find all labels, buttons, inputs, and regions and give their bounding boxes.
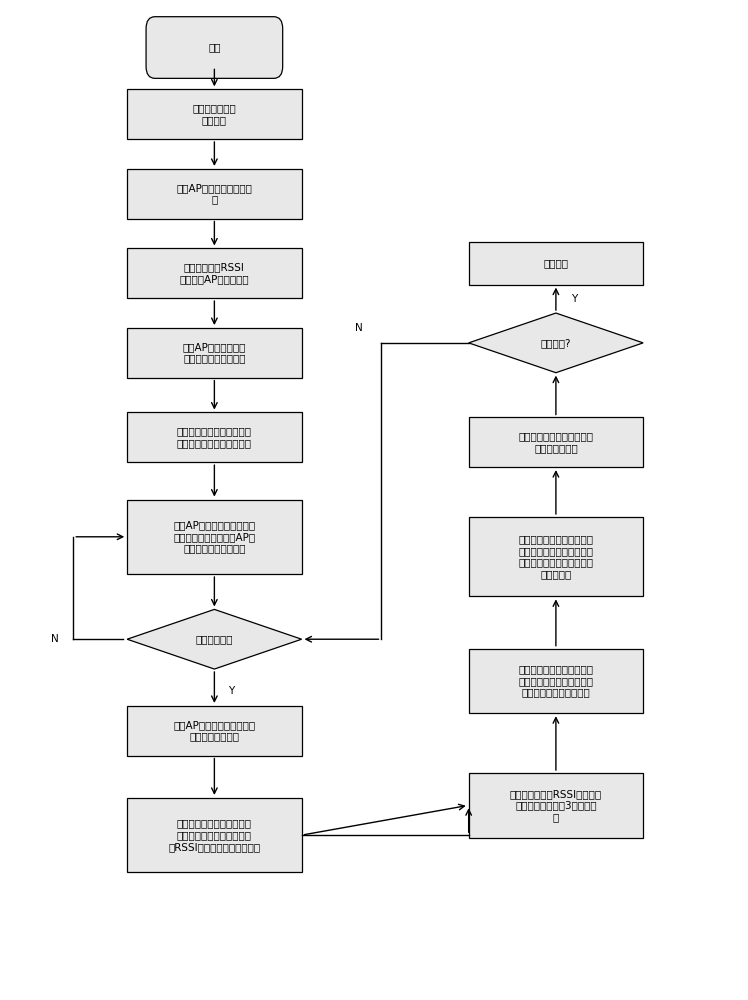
Text: 基准节点选取RSSI
最大无线AP组成局域簇: 基准节点选取RSSI 最大无线AP组成局域簇 <box>180 262 249 284</box>
Text: 危险报警: 危险报警 <box>543 258 568 268</box>
FancyBboxPatch shape <box>127 706 301 756</box>
Text: N: N <box>355 323 363 333</box>
Text: 无线AP安装向周围发送广
播: 无线AP安装向周围发送广 播 <box>177 183 252 205</box>
FancyBboxPatch shape <box>127 328 301 378</box>
FancyBboxPatch shape <box>469 517 643 596</box>
Text: 监测控制台根据计算数据定
位移动节点坐标: 监测控制台根据计算数据定 位移动节点坐标 <box>518 432 593 453</box>
FancyBboxPatch shape <box>469 649 643 713</box>
Text: 无线AP发送唤醒广播，基准
节点进入工作模型: 无线AP发送唤醒广播，基准 节点进入工作模型 <box>174 720 255 742</box>
FancyBboxPatch shape <box>127 248 301 298</box>
Text: 站控层服务器结合初始输入
节点坐标构建站内空间模型: 站控层服务器结合初始输入 节点坐标构建站内空间模型 <box>177 427 252 448</box>
Text: 移动节点进入: 移动节点进入 <box>196 634 233 644</box>
FancyBboxPatch shape <box>127 169 301 219</box>
Text: 危险区域?: 危险区域? <box>541 338 571 348</box>
Text: 开始: 开始 <box>208 43 221 53</box>
Text: N: N <box>51 634 58 644</box>
FancyBboxPatch shape <box>127 500 301 574</box>
Text: 监测控制台根据RSSI值构建空
间数学模型并选取3组最优模
型: 监测控制台根据RSSI值构建空 间数学模型并选取3组最优模 型 <box>510 789 602 822</box>
FancyBboxPatch shape <box>469 242 643 285</box>
FancyBboxPatch shape <box>146 17 283 78</box>
Text: 监测控制台控制三组模型内
的基准节点之间互通信计算
模型内无线电波传播速度: 监测控制台控制三组模型内 的基准节点之间互通信计算 模型内无线电波传播速度 <box>518 664 593 698</box>
FancyBboxPatch shape <box>127 89 301 139</box>
FancyBboxPatch shape <box>127 412 301 462</box>
Text: 监测控制台控制三组模型内
基准节点分别与移动节点信
息交互计算移动节点与各基
准节点距离: 监测控制台控制三组模型内 基准节点分别与移动节点信 息交互计算移动节点与各基 准… <box>518 534 593 579</box>
FancyBboxPatch shape <box>469 417 643 467</box>
Text: Y: Y <box>227 686 234 696</box>
Text: 基准节点与移动节点进行信
息交互并计算时间同步误差
与RSSI值并上传至监测控制台: 基准节点与移动节点进行信 息交互并计算时间同步误差 与RSSI值并上传至监测控制… <box>168 819 260 852</box>
Text: Y: Y <box>571 294 577 304</box>
FancyBboxPatch shape <box>127 798 301 872</box>
Text: 无线AP建立邻居列表
并上传至站控层服务器: 无线AP建立邻居列表 并上传至站控层服务器 <box>183 342 246 364</box>
Polygon shape <box>469 313 643 373</box>
Text: 基准节点安装后
发送广播: 基准节点安装后 发送广播 <box>192 103 236 125</box>
Text: 无线AP周期性发送广播，基
准节点定时唤醒与无线AP进
行信息交互与时间校准: 无线AP周期性发送广播，基 准节点定时唤醒与无线AP进 行信息交互与时间校准 <box>174 520 255 553</box>
FancyBboxPatch shape <box>469 773 643 838</box>
Polygon shape <box>127 609 301 669</box>
